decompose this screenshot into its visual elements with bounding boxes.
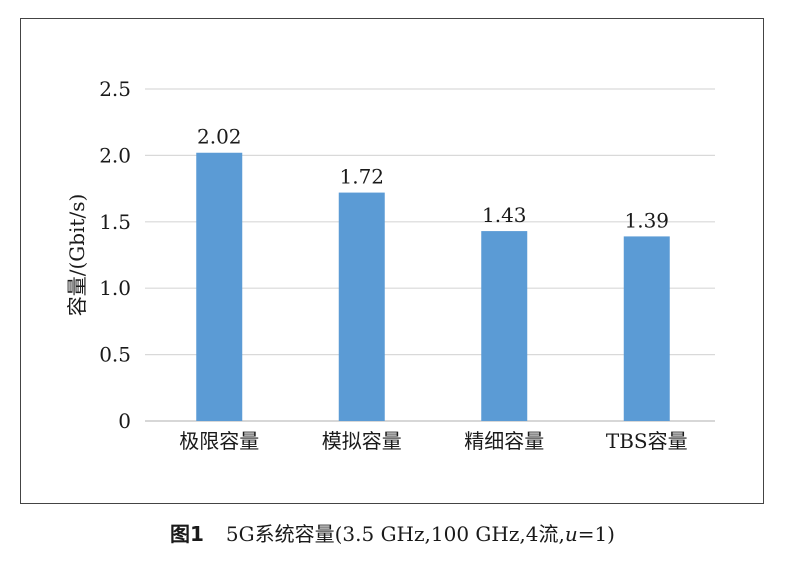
bar-value-label: 1.72 xyxy=(339,165,384,189)
caption-variable-u: u xyxy=(564,522,578,546)
x-axis-ticks: 极限容量 模拟容量 精细容量 TBS容量 xyxy=(179,429,687,453)
bar xyxy=(623,236,670,421)
y-tick-label: 0 xyxy=(118,409,131,433)
bar-value-label: 1.43 xyxy=(482,203,527,227)
y-tick-label: 2.0 xyxy=(99,143,131,167)
y-tick-label: 1.5 xyxy=(99,210,131,234)
x-tick-label: TBS容量 xyxy=(606,429,688,453)
caption-text-part1: 5G系统容量(3.5 GHz,100 GHz,4流, xyxy=(225,522,565,546)
figure-caption: 图1 5G系统容量(3.5 GHz,100 GHz,4流,u=1) xyxy=(0,518,785,547)
y-tick-label: 2.5 xyxy=(99,77,131,101)
x-tick-label: 精细容量 xyxy=(464,429,544,453)
caption-text-part2: =1) xyxy=(577,522,615,546)
bar xyxy=(481,231,528,421)
y-axis-label: 容量/(Gbit/s) xyxy=(65,194,89,317)
figure-number: 图1 xyxy=(169,522,204,546)
bar-value-label: 1.39 xyxy=(624,208,669,232)
bar-value-label: 2.02 xyxy=(197,125,242,149)
y-tick-label: 1.0 xyxy=(99,276,131,300)
bar xyxy=(338,192,385,421)
x-tick-label: 极限容量 xyxy=(179,429,259,453)
bars xyxy=(196,152,670,421)
y-axis-ticks: 0 0.5 1.0 1.5 2.0 2.5 xyxy=(99,77,131,433)
y-tick-label: 0.5 xyxy=(99,343,131,367)
x-tick-label: 模拟容量 xyxy=(322,429,402,453)
bar xyxy=(196,152,243,421)
bar-chart: 0 0.5 1.0 1.5 2.0 2.5 2.02 1.72 1.43 1.39 极限容量 模拟… xyxy=(65,77,715,453)
value-labels: 2.02 1.72 1.43 1.39 xyxy=(197,125,669,233)
